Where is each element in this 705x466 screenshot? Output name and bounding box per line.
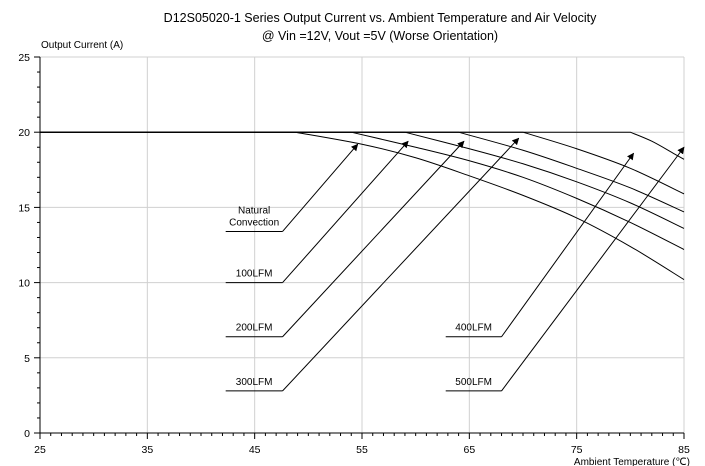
annotation-arrow xyxy=(501,146,685,392)
y-tick-label: 20 xyxy=(18,127,30,139)
annotation-label: 100LFM xyxy=(236,269,273,280)
annotation-label: 400LFM xyxy=(455,323,492,334)
annotation-label: Convection xyxy=(229,217,279,228)
series-line-natural-convection xyxy=(40,131,685,281)
series-line-300lfm xyxy=(40,131,685,213)
x-tick-label: 85 xyxy=(678,444,690,456)
x-tick-label: 75 xyxy=(571,444,583,456)
x-tick-label: 55 xyxy=(356,444,368,456)
y-tick-label: 5 xyxy=(24,353,30,365)
annotation-label: 300LFM xyxy=(236,377,273,388)
minor-ticks xyxy=(34,56,685,439)
series-line-400lfm xyxy=(40,131,685,195)
annotation-arrow xyxy=(282,137,520,392)
axes xyxy=(39,57,684,434)
series-line-500lfm xyxy=(40,131,685,160)
x-axis-title: Ambient Temperature (℃) xyxy=(574,457,690,466)
x-tick-label: 35 xyxy=(141,444,153,456)
series-line-200lfm xyxy=(40,131,685,229)
annotation-arrow xyxy=(501,152,634,338)
gridlines xyxy=(40,56,685,433)
series-lines xyxy=(40,131,685,281)
x-tick-label: 45 xyxy=(249,444,261,456)
chart-subtitle: @ Vin =12V, Vout =5V (Worse Orientation) xyxy=(262,29,498,43)
y-tick-label: 0 xyxy=(24,428,30,440)
y-axis-title: Output Current (A) xyxy=(41,40,123,51)
annotation-arrow xyxy=(282,140,465,338)
y-tick-label: 25 xyxy=(18,52,30,64)
annotation-label: 200LFM xyxy=(236,323,273,334)
y-tick-label: 15 xyxy=(18,202,30,214)
tick-labels: 25 35 45 55 65 75 85 0 5 10 15 20 25 xyxy=(18,52,690,456)
series-line-100lfm xyxy=(40,131,685,250)
x-tick-label: 25 xyxy=(34,444,46,456)
chart-title: D12S05020-1 Series Output Current vs. Am… xyxy=(164,11,597,25)
annotation-arrow xyxy=(282,140,409,283)
annotation-arrow xyxy=(282,143,359,232)
x-tick-label: 65 xyxy=(463,444,475,456)
y-tick-label: 10 xyxy=(18,278,30,290)
annotation-label: Natural xyxy=(238,205,270,216)
annotation-label: 500LFM xyxy=(455,377,492,388)
